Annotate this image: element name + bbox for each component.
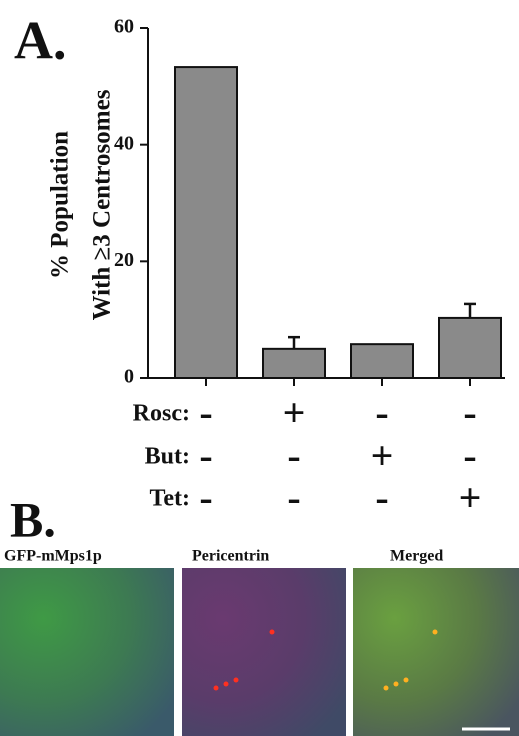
treatment-label: Tet: bbox=[150, 486, 190, 512]
image-caption: Merged bbox=[390, 548, 443, 565]
y-axis-label: With ≥3 Centrosomes bbox=[89, 89, 116, 320]
y-tick-label: 0 bbox=[124, 366, 134, 388]
bar bbox=[263, 349, 325, 378]
bar bbox=[351, 344, 413, 378]
treatment-mark: - bbox=[199, 475, 212, 520]
figure: A. B. % Population With ≥3 Centrosomes G… bbox=[0, 0, 519, 736]
treatment-mark: - bbox=[287, 475, 300, 520]
micrograph bbox=[353, 568, 519, 736]
treatment-mark: + bbox=[459, 475, 482, 520]
treatment-label: Rosc: bbox=[133, 401, 190, 427]
y-tick-label: 20 bbox=[114, 249, 134, 271]
treatment-mark: - bbox=[463, 390, 476, 435]
treatment-mark: + bbox=[371, 433, 394, 478]
treatment-mark: - bbox=[199, 390, 212, 435]
y-axis-label: % Population bbox=[47, 131, 74, 279]
bar bbox=[439, 318, 501, 378]
treatment-mark: - bbox=[375, 390, 388, 435]
bar bbox=[175, 67, 237, 378]
treatment-mark: - bbox=[375, 475, 388, 520]
treatment-mark: - bbox=[287, 433, 300, 478]
treatment-mark: - bbox=[463, 433, 476, 478]
treatment-label: But: bbox=[145, 444, 190, 470]
image-caption: GFP-mMps1p bbox=[4, 548, 102, 565]
treatment-mark: + bbox=[283, 390, 306, 435]
treatment-mark: - bbox=[199, 433, 212, 478]
micrograph bbox=[0, 568, 174, 736]
micrograph bbox=[182, 568, 346, 736]
y-tick-label: 40 bbox=[114, 132, 134, 154]
image-caption: Pericentrin bbox=[192, 548, 269, 565]
panel-label: A. bbox=[14, 10, 67, 70]
y-tick-label: 60 bbox=[114, 16, 134, 38]
panel-label: B. bbox=[10, 491, 56, 547]
